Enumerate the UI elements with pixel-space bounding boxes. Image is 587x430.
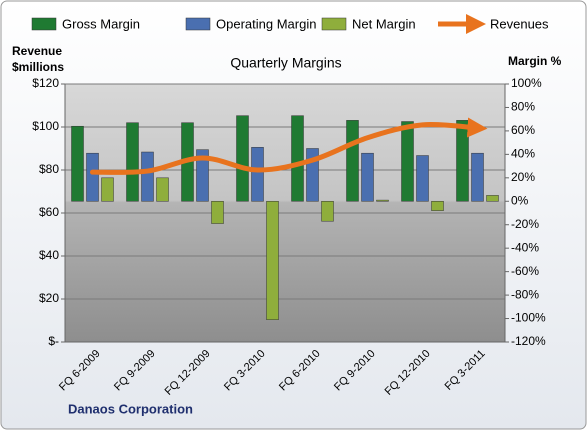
y2-tick-label: 60% — [511, 123, 535, 137]
y2-tick-label: -60% — [511, 264, 539, 278]
legend-marker — [321, 17, 347, 31]
bar — [376, 199, 389, 202]
footnote: Danaos Corporation — [68, 401, 193, 416]
y2-tick-label: -40% — [511, 240, 539, 254]
y2-tick-label: -120% — [511, 334, 546, 348]
bar — [346, 120, 359, 202]
bar — [291, 115, 304, 202]
legend-marker — [185, 17, 211, 31]
y-axis-label: Revenue — [12, 44, 62, 58]
chart-title: Quarterly Margins — [230, 55, 341, 71]
bar — [156, 177, 169, 202]
bar — [486, 195, 499, 202]
y-tick-label: $- — [48, 334, 59, 348]
legend-marker — [31, 17, 57, 31]
bar — [401, 121, 414, 202]
legend-label: Gross Margin — [62, 16, 140, 31]
y-tick-label: $60 — [39, 205, 59, 219]
y-axis-label: $millions — [12, 60, 64, 74]
y2-tick-label: 20% — [511, 170, 535, 184]
y2-tick-label: 100% — [511, 76, 542, 90]
bar — [431, 201, 444, 211]
bar — [71, 125, 84, 202]
bar — [196, 149, 209, 202]
y2-axis-label: Margin % — [508, 54, 562, 68]
y2-tick-label: -80% — [511, 287, 539, 301]
bar — [236, 115, 249, 202]
legend-label: Revenues — [490, 16, 549, 31]
bar — [101, 177, 114, 202]
bar — [416, 155, 429, 202]
bar — [86, 152, 99, 202]
y-tick-label: $40 — [39, 248, 59, 262]
legend-label: Net Margin — [352, 16, 416, 31]
bar — [141, 151, 154, 202]
y2-tick-label: -100% — [511, 311, 546, 325]
bar — [456, 120, 469, 202]
bar — [266, 201, 279, 320]
line — [90, 117, 488, 175]
bar — [211, 201, 224, 224]
legend-label: Operating Margin — [216, 16, 316, 31]
y-tick-label: $100 — [32, 119, 59, 133]
y2-tick-label: 0% — [511, 193, 529, 207]
y-tick-label: $80 — [39, 162, 59, 176]
y-tick-label: $20 — [39, 291, 59, 305]
bar — [251, 147, 264, 202]
y-tick-label: $120 — [32, 76, 59, 90]
bar — [126, 122, 139, 202]
y2-tick-label: -20% — [511, 217, 539, 231]
y2-tick-label: 80% — [511, 100, 535, 114]
bar — [321, 201, 334, 222]
bar — [471, 152, 484, 202]
bar — [361, 152, 374, 202]
y2-tick-label: 40% — [511, 147, 535, 161]
